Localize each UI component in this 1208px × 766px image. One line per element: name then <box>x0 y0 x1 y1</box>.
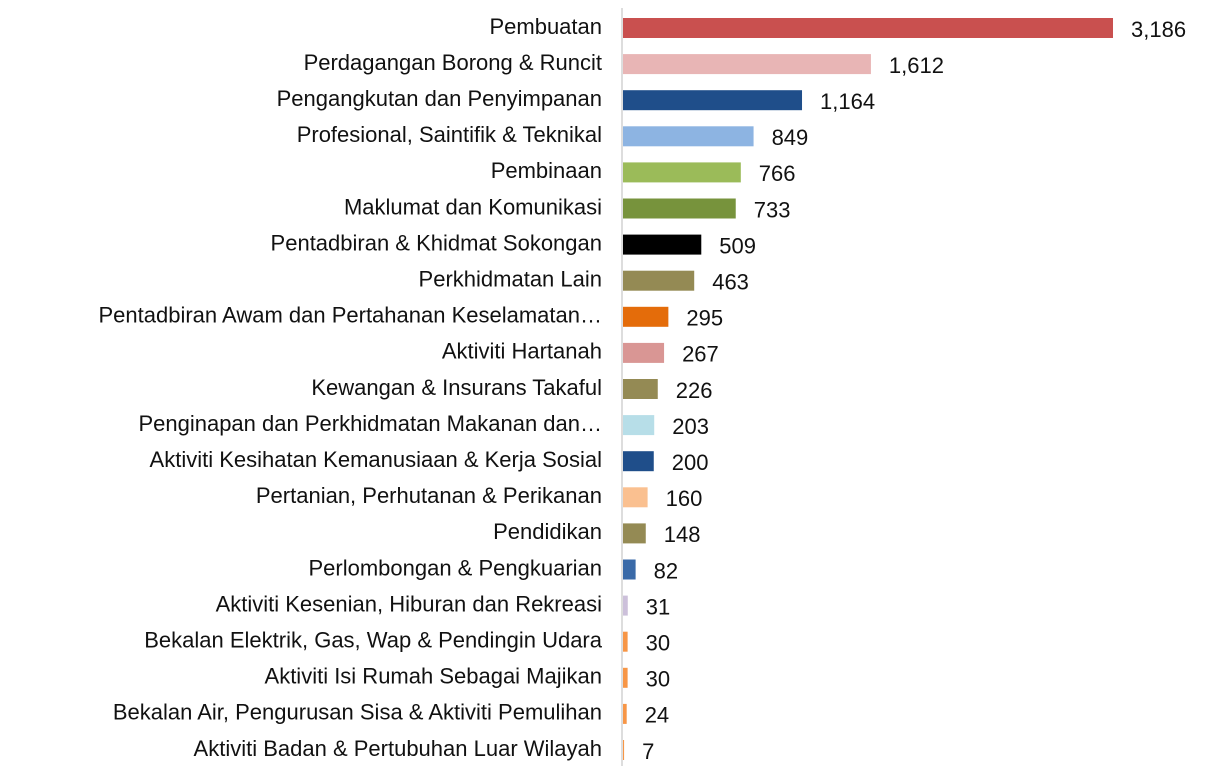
category-label: Maklumat dan Komunikasi <box>344 194 602 219</box>
category-label: Perdagangan Borong & Runcit <box>304 50 602 75</box>
category-label: Aktiviti Kesihatan Kemanusiaan & Kerja S… <box>150 447 602 472</box>
bar <box>623 342 665 363</box>
bar <box>623 90 803 111</box>
category-label: Perkhidmatan Lain <box>419 267 602 292</box>
value-label: 30 <box>646 631 670 656</box>
category-label: Profesional, Saintifik & Teknikal <box>297 122 602 147</box>
bar <box>623 451 654 472</box>
bar <box>623 703 627 724</box>
bar <box>623 740 625 760</box>
category-label: Aktiviti Isi Rumah Sebagai Majikan <box>265 664 602 689</box>
bar <box>623 523 646 544</box>
category-label: Penginapan dan Perkhidmatan Makanan dan… <box>138 411 602 436</box>
bar <box>623 54 871 75</box>
category-label: Bekalan Air, Pengurusan Sisa & Aktiviti … <box>113 700 602 725</box>
value-label: 148 <box>664 522 701 547</box>
bar <box>623 270 695 291</box>
bar <box>623 162 741 183</box>
value-label: 30 <box>646 667 670 692</box>
bar <box>623 126 754 147</box>
value-label: 7 <box>642 739 654 764</box>
value-label: 31 <box>646 594 670 619</box>
category-label: Perlombongan & Pengkuarian <box>308 555 602 580</box>
category-label: Pembinaan <box>491 158 602 183</box>
value-label: 200 <box>672 450 709 475</box>
value-label: 24 <box>645 703 669 728</box>
bar <box>623 234 702 255</box>
category-label: Aktiviti Kesenian, Hiburan dan Rekreasi <box>216 591 602 616</box>
category-label: Aktiviti Badan & Pertubuhan Luar Wilayah <box>194 736 602 761</box>
category-label: Kewangan & Insurans Takaful <box>311 375 602 400</box>
value-label: 267 <box>682 342 719 367</box>
bar <box>623 379 658 399</box>
category-label: Aktiviti Hartanah <box>442 339 602 364</box>
value-label: 203 <box>672 414 709 439</box>
category-label: Bekalan Elektrik, Gas, Wap & Pendingin U… <box>144 628 603 653</box>
value-label: 82 <box>654 558 678 583</box>
category-label: Pendidikan <box>493 519 602 544</box>
value-label: 766 <box>759 161 796 186</box>
bar <box>623 667 628 688</box>
bar <box>623 198 736 219</box>
value-label: 463 <box>712 270 749 295</box>
bar <box>623 559 636 580</box>
value-label: 733 <box>754 197 791 222</box>
value-label: 160 <box>666 486 703 511</box>
value-label: 509 <box>719 233 756 258</box>
bar <box>623 595 628 616</box>
value-label: 3,186 <box>1131 17 1186 42</box>
category-label: Pentadbiran & Khidmat Sokongan <box>271 230 602 255</box>
bar <box>623 306 669 327</box>
bar <box>623 18 1113 38</box>
value-label: 226 <box>676 378 713 403</box>
category-label: Pertanian, Perhutanan & Perikanan <box>256 483 602 508</box>
value-label: 295 <box>686 306 723 331</box>
category-label: Pembuatan <box>489 14 602 39</box>
bar <box>623 487 648 508</box>
value-label: 1,164 <box>820 89 875 114</box>
bar <box>623 415 655 436</box>
value-label: 849 <box>772 125 809 150</box>
category-label: Pengangkutan dan Penyimpanan <box>277 86 602 111</box>
bar <box>623 631 628 652</box>
category-label: Pentadbiran Awam dan Pertahanan Keselama… <box>99 303 603 328</box>
value-label: 1,612 <box>889 53 944 78</box>
